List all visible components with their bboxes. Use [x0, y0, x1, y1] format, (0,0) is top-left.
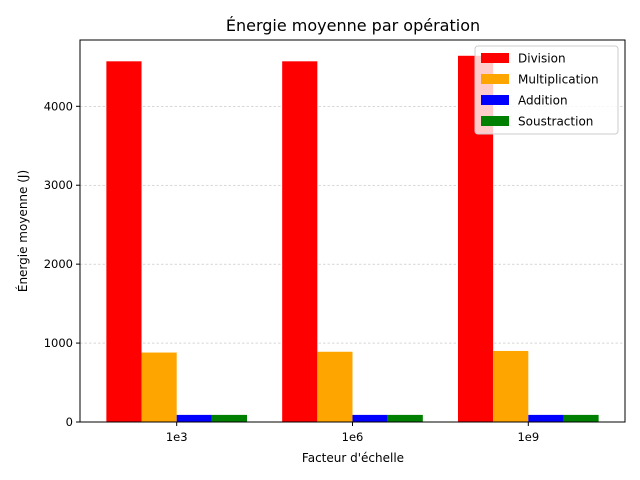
bar-soustraction-1e9	[563, 414, 599, 422]
y-tick-label: 3000	[44, 178, 73, 192]
y-axis: 0 1000 2000 3000 4000	[44, 99, 80, 429]
legend-label-addition: Addition	[518, 94, 568, 108]
bar-division-1e6	[282, 61, 318, 423]
bar-addition-1e9	[528, 414, 564, 422]
legend: Division Multiplication Addition Soustracti…	[474, 45, 619, 135]
bar-addition-1e6	[352, 414, 388, 422]
legend-swatch-soustraction	[481, 116, 509, 126]
bar-addition-1e3	[176, 414, 212, 422]
bars	[106, 55, 599, 423]
bar-soustraction-1e6	[387, 414, 423, 422]
x-axis: 1e3 1e6 1e9	[166, 422, 539, 444]
bar-division-1e3	[106, 61, 142, 423]
y-tick-label: 4000	[44, 99, 73, 113]
chart-title: Énergie moyenne par opération	[226, 16, 480, 35]
legend-label-soustraction: Soustraction	[518, 115, 593, 129]
x-tick-label: 1e3	[166, 430, 188, 444]
x-tick-label: 1e6	[342, 430, 364, 444]
y-tick-label: 0	[66, 415, 73, 429]
bar-soustraction-1e3	[211, 414, 248, 422]
legend-label-multiplication: Multiplication	[518, 73, 599, 87]
x-tick-label: 1e9	[517, 430, 539, 444]
legend-swatch-division	[481, 53, 509, 63]
bar-multiplication-1e9	[493, 350, 529, 422]
x-axis-label: Facteur d'échelle	[302, 451, 404, 465]
y-axis-label: Énergie moyenne (J)	[15, 170, 30, 292]
bar-multiplication-1e3	[141, 352, 177, 422]
legend-label-division: Division	[518, 52, 566, 66]
bar-multiplication-1e6	[317, 351, 353, 422]
y-tick-label: 2000	[44, 257, 73, 271]
legend-swatch-multiplication	[481, 74, 509, 84]
legend-swatch-addition	[481, 95, 509, 105]
legend-box	[474, 45, 619, 135]
y-tick-label: 1000	[44, 336, 73, 350]
